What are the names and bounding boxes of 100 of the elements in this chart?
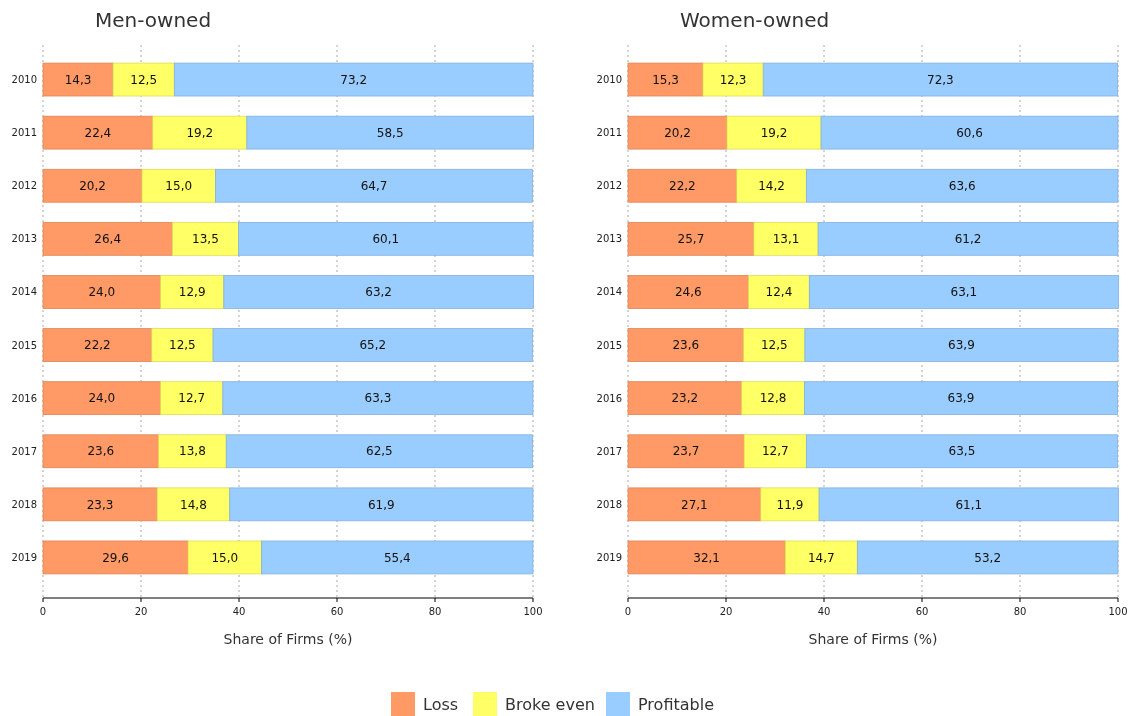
bar — [627, 381, 743, 416]
data-label: 64,7 — [360, 178, 388, 193]
y-tick-label: 2010 — [11, 74, 37, 86]
bar — [741, 381, 805, 416]
bar — [856, 540, 1119, 575]
data-label: 12,4 — [765, 285, 793, 300]
y-tick-label: 2017 — [596, 445, 622, 457]
data-label: 55,4 — [383, 550, 411, 565]
data-label: 19,2 — [760, 125, 788, 140]
bar — [805, 168, 1119, 203]
data-label: 63,3 — [364, 391, 392, 406]
data-label: 12,3 — [719, 72, 747, 87]
bar — [627, 221, 755, 256]
data-label: 60,1 — [372, 232, 400, 247]
data-label: 63,6 — [948, 178, 976, 193]
x-tick-label: 80 — [428, 606, 442, 617]
bar — [42, 221, 173, 256]
data-label: 63,5 — [948, 444, 976, 459]
x-tick-label: 100 — [523, 606, 543, 617]
x-tick-label: 20 — [719, 606, 733, 617]
y-tick-label: 2010 — [596, 74, 622, 86]
bar — [702, 62, 764, 97]
data-label: 12,5 — [130, 72, 158, 87]
x-tick-label: 100 — [1108, 606, 1128, 617]
bar — [805, 434, 1118, 469]
x-tick-label: 40 — [232, 606, 246, 617]
bar — [152, 115, 248, 150]
legend-label: Broke even — [505, 694, 595, 714]
data-label: 65,2 — [359, 338, 387, 353]
data-label: 61,1 — [955, 497, 983, 512]
data-label: 61,9 — [367, 497, 395, 512]
bar — [42, 434, 160, 469]
data-label: 19,2 — [186, 125, 214, 140]
bar — [42, 115, 154, 150]
data-label: 72,3 — [927, 72, 954, 87]
data-label: 63,1 — [950, 285, 978, 300]
bar — [753, 221, 819, 256]
data-label: 13,5 — [192, 232, 219, 247]
y-tick-label: 2011 — [11, 127, 37, 139]
data-label: 14,8 — [180, 497, 207, 512]
y-tick-label: 2013 — [11, 233, 37, 245]
bar — [42, 381, 161, 416]
bar — [112, 62, 175, 97]
data-label: 15,3 — [652, 72, 679, 87]
data-label: 13,1 — [772, 232, 800, 247]
data-label: 58,5 — [376, 125, 404, 140]
data-label: 23,2 — [671, 391, 699, 406]
y-tick-label: 2011 — [596, 127, 622, 139]
data-label: 12,7 — [761, 444, 789, 459]
data-label: 22,2 — [84, 338, 111, 353]
data-label: 24,0 — [88, 285, 116, 300]
data-label: 15,0 — [211, 550, 239, 565]
data-label: 63,9 — [947, 391, 975, 406]
bar — [627, 115, 728, 150]
y-tick-label: 2019 — [11, 551, 37, 563]
data-label: 63,2 — [365, 285, 393, 300]
bar — [173, 62, 534, 97]
data-label: 29,6 — [102, 550, 129, 565]
y-tick-label: 2017 — [11, 445, 37, 457]
data-label: 62,5 — [366, 444, 393, 459]
bar — [246, 115, 534, 150]
data-label: 24,0 — [88, 391, 116, 406]
bar — [818, 487, 1119, 522]
y-tick-label: 2015 — [11, 339, 37, 351]
y-tick-label: 2014 — [596, 286, 622, 298]
bar — [762, 62, 1118, 97]
data-label: 12,5 — [169, 338, 196, 353]
bar — [42, 328, 153, 362]
x-tick-label: 40 — [817, 606, 831, 617]
bar — [222, 381, 534, 416]
data-label: 73,2 — [340, 72, 368, 87]
data-label: 23,6 — [87, 444, 115, 459]
bar — [171, 221, 239, 256]
chart-title: Men-owned — [95, 8, 212, 32]
y-tick-label: 2013 — [596, 233, 622, 245]
data-label: 25,7 — [677, 232, 705, 247]
x-axis-title: Share of Firms (%) — [223, 631, 353, 647]
y-tick-label: 2018 — [11, 498, 37, 510]
x-tick-label: 20 — [134, 606, 148, 617]
data-label: 60,6 — [956, 125, 983, 140]
bar — [743, 328, 806, 362]
data-label: 14,3 — [64, 72, 92, 87]
bar — [42, 540, 189, 575]
data-label: 20,2 — [664, 125, 691, 140]
y-tick-label: 2014 — [11, 286, 37, 298]
data-label: 13,8 — [179, 444, 206, 459]
bar — [784, 540, 858, 575]
data-label: 24,6 — [674, 285, 702, 300]
bar — [817, 221, 1119, 256]
bar — [160, 381, 224, 416]
data-label: 12,9 — [178, 285, 206, 300]
bar — [151, 328, 214, 362]
data-label: 63,9 — [948, 338, 975, 353]
bar — [627, 275, 749, 309]
bar — [726, 115, 822, 150]
data-label: 11,9 — [776, 497, 804, 512]
bar — [229, 487, 534, 522]
bar — [261, 540, 534, 575]
y-tick-label: 2016 — [11, 392, 37, 404]
y-tick-label: 2016 — [596, 392, 622, 404]
